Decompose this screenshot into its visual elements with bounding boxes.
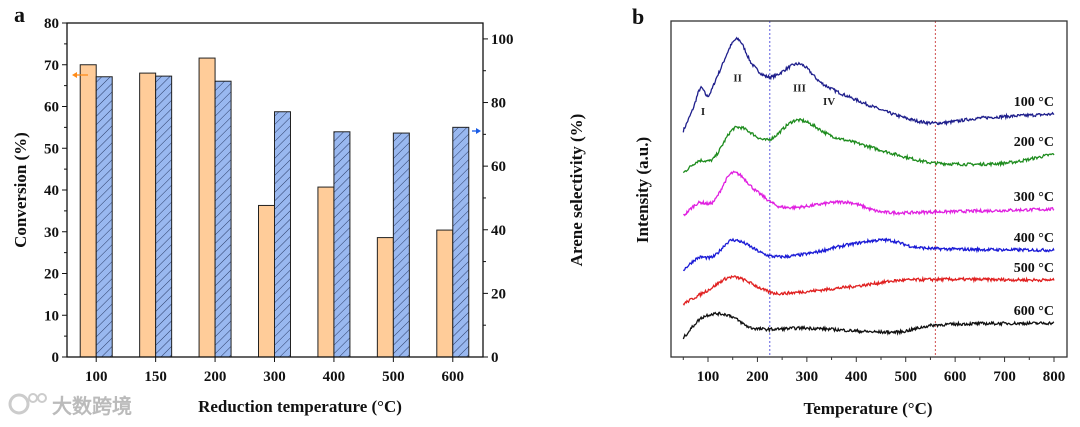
panel-a-label: a: [14, 2, 25, 27]
y2-tick-label: 100: [491, 32, 514, 48]
peak-label: I: [701, 106, 705, 118]
x-tick-label: 200: [204, 369, 227, 385]
x-tick-label: 500: [382, 369, 405, 385]
x-tick-label: 200: [746, 369, 769, 385]
y-tick-label: 50: [44, 141, 59, 157]
conversion-bar: [258, 204, 275, 358]
selectivity-bar: [155, 75, 173, 358]
curve-label: 500 °C: [1014, 261, 1054, 276]
panel-a-chart: a 100 150 200 300 400 500 60001020304050607080…: [11, 2, 586, 416]
watermark-logo: 大数跨境: [8, 393, 132, 418]
y-tick-label: 80: [44, 16, 59, 32]
intensity-curve: [683, 170, 1055, 217]
reference-lines: [769, 21, 936, 357]
curve-label: 600 °C: [1014, 304, 1054, 319]
conversion-bar: [376, 237, 394, 358]
x-axis-label: Reduction temperature (°C): [198, 397, 402, 416]
curve-label: 300 °C: [1014, 190, 1054, 205]
selectivity-bar: [452, 126, 470, 358]
x-tick-label: 500: [894, 369, 917, 385]
curve-label: 400 °C: [1014, 231, 1054, 246]
panel-b-label: b: [632, 4, 644, 29]
x-tick-label: 300: [263, 369, 286, 385]
x-tick-label: 400: [323, 369, 346, 385]
y2-tick-label: 20: [491, 286, 506, 302]
y-tick-label: 30: [44, 225, 59, 241]
y2-tick-label: 40: [491, 223, 506, 239]
peak-label: III: [793, 83, 806, 95]
intensity-curve: [682, 275, 1055, 306]
conversion-bar: [317, 186, 335, 358]
selectivity-bar: [333, 131, 351, 358]
x-tick-label: 150: [144, 369, 167, 385]
x-tick-label: 700: [993, 369, 1016, 385]
y2-tick-label: 0: [491, 350, 499, 366]
y2-tick-label: 80: [491, 96, 506, 112]
conversion-bar: [436, 229, 454, 358]
selectivity-bar: [95, 76, 113, 358]
y2-axis-label: Arene selectivity (%): [567, 114, 586, 267]
y-tick-label: 10: [44, 308, 59, 324]
conversion-arrow: [72, 72, 88, 78]
x-tick-label: 600: [944, 369, 967, 385]
x-tick-label: 300: [796, 369, 819, 385]
intensity-curve: [682, 117, 1055, 174]
y-tick-label: 20: [44, 267, 59, 283]
x-axis-label: Temperature (°C): [803, 399, 932, 418]
y-axis-label: Conversion (%): [11, 132, 30, 248]
intensity-curve: [682, 237, 1055, 272]
y-tick-label: 0: [52, 350, 60, 366]
curve-label: 200 °C: [1014, 135, 1054, 150]
selectivity-bar: [274, 111, 291, 358]
selectivity-arrow: [472, 128, 481, 134]
x-tick-label: 400: [845, 369, 868, 385]
axis-ticks: 100 150 200 300 400 500 600 0 10 20 30 40 50 60 70 80 0 2…: [44, 16, 514, 385]
curves: [682, 36, 1055, 340]
x-tick-label: 600: [442, 369, 465, 385]
panel-b-chart: b 100 200 300 400 500 600 700 800 100 °C 200 °C 3…: [632, 4, 1068, 418]
selectivity-bar: [392, 132, 410, 358]
bars: [79, 57, 470, 358]
watermark-text: 大数跨境: [52, 394, 132, 418]
x-tick-label: 800: [1043, 369, 1066, 385]
peak-label: II: [733, 72, 742, 84]
intensity-curve: [682, 36, 1055, 133]
intensity-curve: [682, 311, 1055, 340]
selectivity-bar: [214, 80, 232, 358]
y2-tick-label: 60: [491, 159, 506, 175]
y-tick-label: 70: [44, 58, 59, 74]
y-tick-label: 60: [44, 100, 59, 116]
x-tick-label: 100: [697, 369, 720, 385]
y-axis-label: Intensity (a.u.): [633, 137, 652, 243]
peak-label: IV: [823, 96, 835, 108]
conversion-bar: [79, 64, 97, 358]
x-tick-label: 100: [85, 369, 108, 385]
conversion-bar: [139, 72, 157, 358]
axis-ticks: 100 200 300 400 500 600 700 800: [682, 357, 1066, 385]
curve-label: 100 °C: [1014, 95, 1054, 110]
y-tick-label: 40: [44, 183, 59, 199]
conversion-bar: [198, 57, 216, 358]
panel-b-frame: [670, 20, 1068, 358]
